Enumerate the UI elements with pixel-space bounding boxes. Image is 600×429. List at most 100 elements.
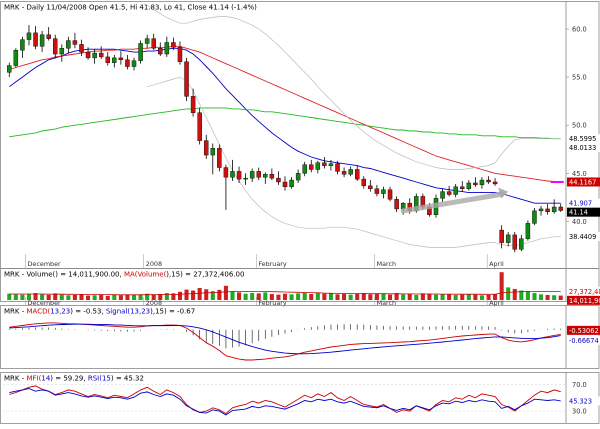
param-link[interactable]: 15	[102, 375, 111, 383]
candle	[66, 36, 71, 54]
param-link[interactable]: 13,23	[50, 308, 70, 316]
candle	[59, 44, 65, 62]
volume-bar	[335, 294, 340, 300]
macd-header: MRK - MACD(13,23) = -0.53, Signal(13,23)…	[4, 308, 195, 316]
candle-body	[269, 174, 275, 179]
candle-body	[223, 167, 229, 178]
candle	[505, 232, 511, 247]
volume-bar	[191, 290, 196, 300]
candle-body	[289, 179, 294, 188]
param-link[interactable]: 13,23	[130, 308, 150, 316]
price-value-label-text: 41.907	[569, 200, 592, 208]
candle-body	[203, 140, 209, 156]
candle-body	[171, 42, 176, 48]
candle	[263, 172, 268, 184]
volume-bar	[453, 294, 458, 300]
volume-bar	[92, 295, 97, 300]
volume-bar	[479, 295, 484, 300]
candle-body	[197, 112, 202, 141]
candle	[348, 166, 353, 177]
volume-bar	[276, 294, 281, 300]
indicator-label: Signal(	[106, 308, 131, 316]
candle-body	[7, 65, 12, 73]
candle	[105, 52, 110, 66]
candle-body	[125, 59, 130, 67]
volume-bar	[26, 294, 32, 300]
volume-bar	[427, 293, 432, 300]
candle-body	[479, 179, 485, 186]
volume-bar	[388, 294, 393, 300]
macd-series-line	[9, 322, 561, 361]
candle	[368, 180, 373, 192]
volume-bar	[59, 294, 64, 300]
volume-bar	[151, 294, 156, 300]
candle	[177, 41, 183, 65]
trend-arrow-head	[498, 187, 509, 199]
candle-body	[525, 223, 531, 239]
candle	[13, 48, 19, 68]
param-link[interactable]: 14	[41, 375, 50, 383]
candle-body	[309, 164, 314, 170]
symbol-link[interactable]: MRK	[4, 375, 20, 383]
candle	[538, 206, 544, 216]
symbol-link[interactable]: MRK	[4, 271, 20, 279]
candle	[335, 160, 340, 175]
symbol-link[interactable]: MRK	[4, 308, 20, 316]
candle	[230, 159, 235, 182]
price-axis-label: 40.0	[572, 218, 587, 226]
candle	[53, 34, 58, 58]
price-axis-label: 55.0	[572, 74, 587, 82]
volume-bar	[538, 294, 544, 300]
candle-body	[361, 178, 367, 187]
candle-body	[256, 171, 261, 178]
macd-value-label: -0.53062	[567, 325, 600, 335]
volume-bar	[125, 294, 130, 300]
candle-body	[39, 34, 45, 47]
mfi-rsi-series-line	[9, 385, 561, 415]
candle-body	[79, 44, 84, 53]
volume-bar	[263, 292, 268, 300]
candle-body	[387, 189, 393, 200]
candle	[269, 168, 275, 181]
volume-bar	[302, 292, 307, 300]
candle-body	[53, 38, 58, 55]
candle	[387, 186, 393, 202]
candle	[315, 160, 321, 174]
price-panel	[0, 1, 600, 269]
volume-bar	[525, 291, 530, 300]
candle	[197, 107, 202, 145]
candle-body	[492, 181, 498, 185]
indicator-label: ) = 45.32	[111, 375, 144, 383]
candle	[499, 225, 504, 249]
candle-body	[210, 148, 216, 156]
candle-body	[505, 234, 511, 243]
candle-body	[13, 49, 19, 66]
symbol-link[interactable]: MRK	[4, 4, 20, 12]
candle	[282, 176, 288, 191]
candle	[276, 171, 281, 185]
volume-bar	[210, 291, 215, 300]
candle-body	[558, 206, 563, 211]
candle	[72, 32, 78, 49]
candle-body	[236, 171, 242, 180]
price-axis-label: 45.0	[572, 170, 587, 178]
volume-bar	[282, 293, 288, 300]
candle	[203, 134, 209, 159]
rsi-axis-label: 30.0	[572, 408, 587, 416]
price-series-line	[147, 76, 561, 248]
volume-bar	[269, 294, 274, 300]
indicator-label: ),15) = -0.67	[150, 308, 195, 316]
candle-body	[85, 51, 91, 59]
volume-bar	[105, 295, 110, 300]
volume-bar	[460, 294, 465, 300]
volume-header-text: MRK - Volume() = 14,011,900.00, MA(Volum…	[4, 271, 244, 279]
signal-value-label: -0.66674	[567, 335, 600, 345]
volume-bar	[473, 294, 478, 300]
volume-bar	[545, 294, 550, 300]
volume-bar	[243, 293, 248, 300]
candle-body	[243, 177, 248, 180]
candle-body	[322, 162, 327, 166]
volume-bar	[237, 292, 242, 300]
volume-panel	[0, 268, 600, 302]
volume-bar	[519, 290, 524, 300]
